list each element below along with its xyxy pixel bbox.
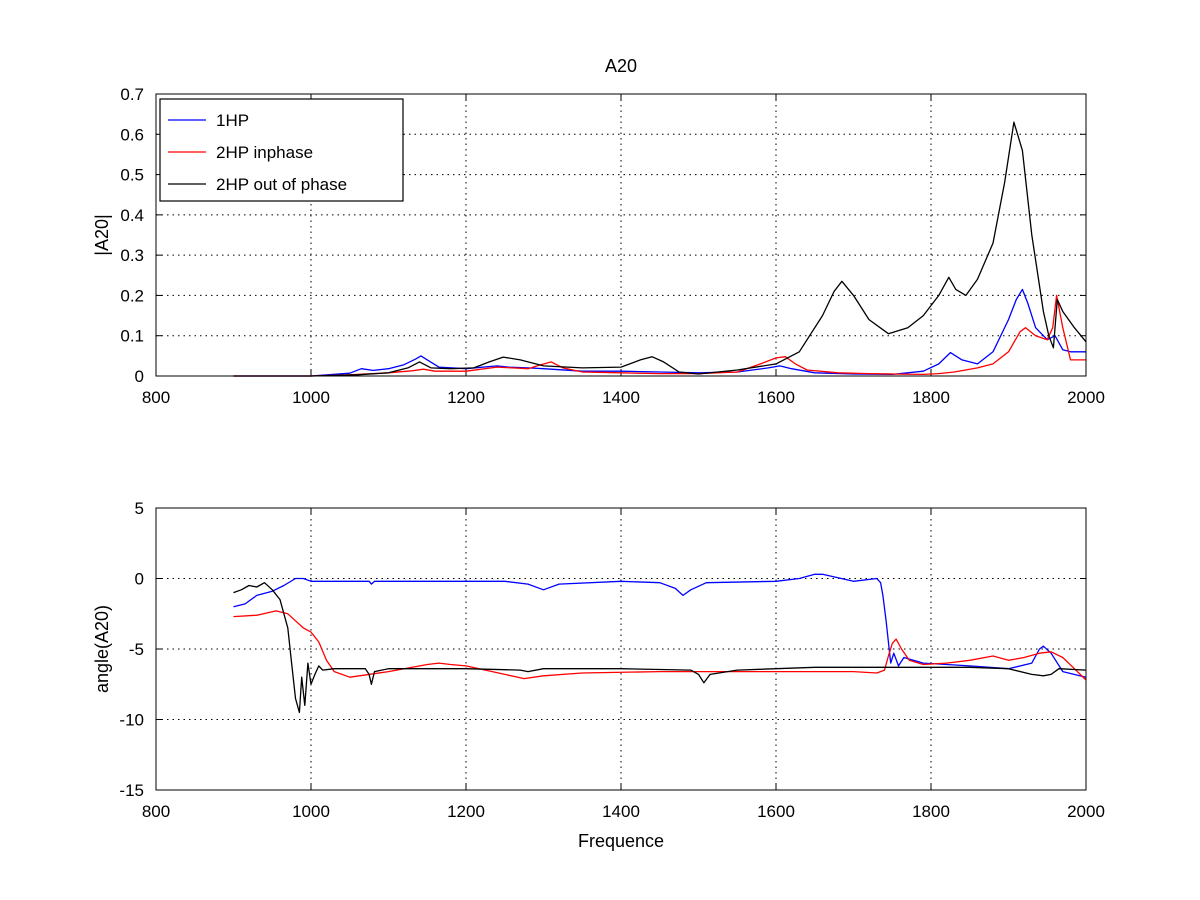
x-tick-label: 1200 — [447, 388, 485, 407]
series-line-1hp — [233, 573, 1087, 678]
x-tick-label: 1800 — [912, 388, 950, 407]
series-line-2hp-inphase — [233, 610, 1087, 681]
plot-frame — [155, 93, 1087, 377]
x-tick-label: 1400 — [602, 802, 640, 821]
series-line-2hp-out-of-phase — [233, 121, 1087, 377]
legend-label-2hp-out-of-phase: 2HP out of phase — [216, 175, 347, 194]
x-tick-label: 1000 — [292, 802, 330, 821]
series-line-2hp-inphase — [233, 294, 1086, 377]
x-axis-label: Frequence — [578, 831, 664, 851]
y-tick-label: 0.5 — [120, 166, 144, 185]
x-tick-label: 2000 — [1067, 388, 1105, 407]
magnitude-plot: 800 1000 1200 1400 1600 1800 2000 0 0.1 0.2 0.3 0.4… — [92, 56, 1105, 407]
series-line-2hp-out-of-phase — [233, 582, 1087, 714]
y-tick-label: -10 — [119, 711, 144, 730]
series-line-1hp — [233, 288, 1086, 377]
y-tick-label: -5 — [129, 640, 144, 659]
y-tick-label: 0 — [135, 570, 144, 589]
x-tick-label: 2000 — [1067, 802, 1105, 821]
x-tick-label: 1800 — [912, 802, 950, 821]
y-tick-label: 0.7 — [120, 85, 144, 104]
legend-label-2hp-inphase: 2HP inphase — [216, 143, 313, 162]
x-tick-label: 1000 — [292, 388, 330, 407]
angle-plot: 800 1000 1200 1400 1600 1800 2000 -15 -10 -5 0 5 Fre… — [92, 499, 1105, 851]
y-tick-label: 0.1 — [120, 327, 144, 346]
y-tick-label: -15 — [119, 781, 144, 800]
x-tick-label: 1200 — [447, 802, 485, 821]
y-tick-label: 5 — [135, 499, 144, 518]
x-tick-label: 1400 — [602, 388, 640, 407]
y-tick-label: 0 — [135, 367, 144, 386]
x-tick-label: 1600 — [757, 388, 795, 407]
y-tick-label: 0.2 — [120, 286, 144, 305]
x-tick-label: 1600 — [757, 802, 795, 821]
plot-frame — [155, 507, 1087, 791]
y-tick-label: 0.6 — [120, 125, 144, 144]
y-tick-label: 0.3 — [120, 246, 144, 265]
x-tick-label: 800 — [142, 802, 170, 821]
x-tick-label: 800 — [142, 388, 170, 407]
y-tick-label: 0.4 — [120, 206, 144, 225]
chart-title: A20 — [605, 56, 637, 76]
legend-label-1hp: 1HP — [216, 111, 249, 130]
y-axis-label: angle(A20) — [92, 605, 112, 693]
y-axis-label: |A20| — [92, 214, 112, 255]
